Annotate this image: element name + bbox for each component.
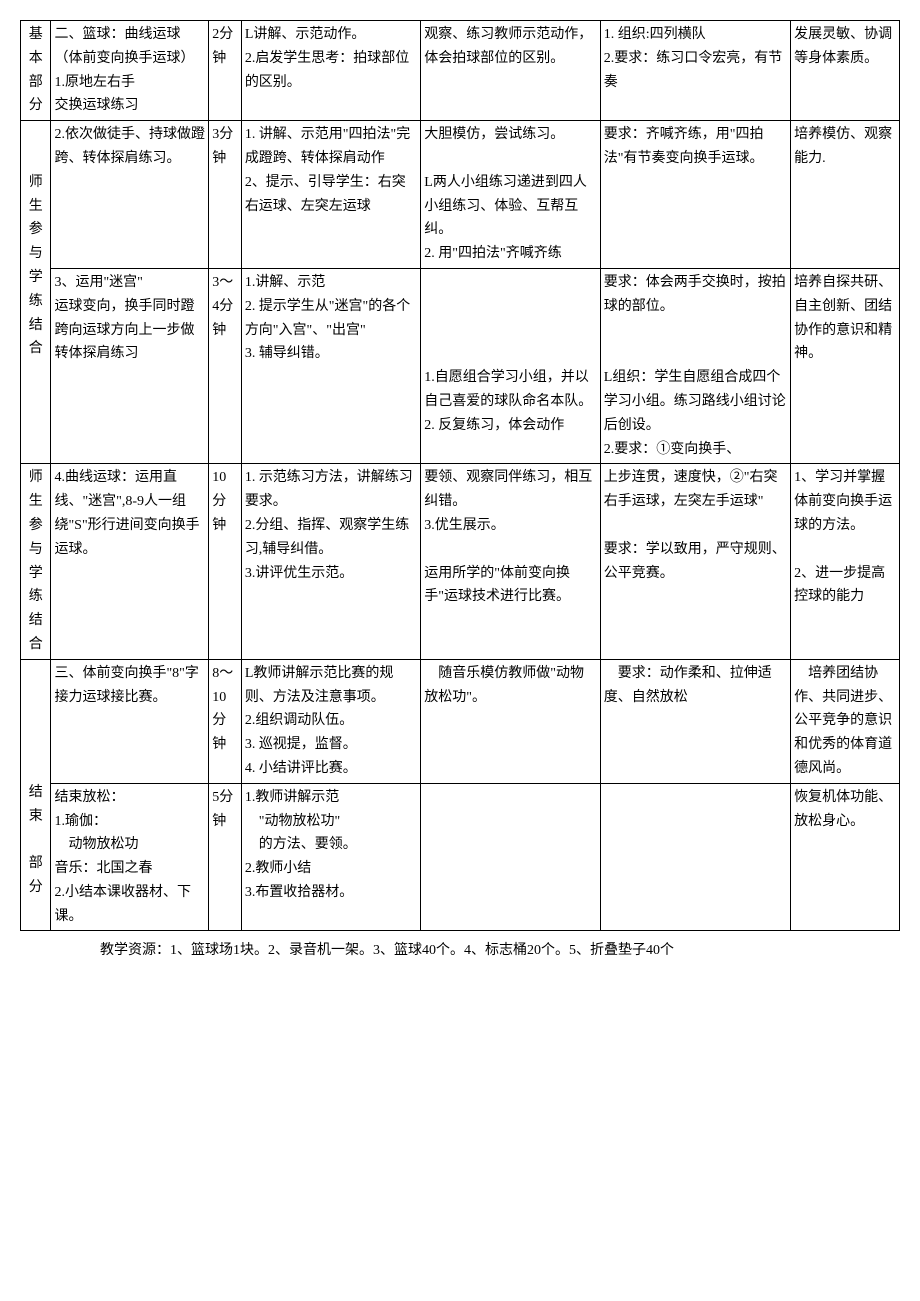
section-label: 师生参与学练结合	[21, 121, 51, 464]
cell-teacher: 1.教师讲解示范 "动物放松功" 的方法、要领。2.教师小结3.布置收拾器材。	[241, 783, 420, 931]
table-row: 师生参与学练结合 4.曲线运球：运用直线、"迷宫",8-9人一组绕"S"形行进间…	[21, 464, 900, 659]
cell-goal: 发展灵敏、协调等身体素质。	[791, 21, 900, 121]
cell-student: 大胆模仿，尝试练习。L两人小组练习递进到四人小组练习、体验、互帮互纠。2. 用"…	[421, 121, 600, 269]
lesson-plan-table: 基本部分 二、篮球：曲线运球（体前变向换手运球）1.原地左右手交换运球练习 2分…	[20, 20, 900, 931]
table-row: 结束放松：1.瑜伽： 动物放松功音乐：北国之春2.小结本课收器材、下课。 5分钟…	[21, 783, 900, 931]
cell-student: 1.自愿组合学习小组，并以自己喜爱的球队命名本队。2. 反复练习，体会动作	[421, 268, 600, 463]
cell-student: 要领、观察同伴练习，相互纠错。3.优生展示。运用所学的"体前变向换手"运球技术进…	[421, 464, 600, 659]
cell-activity: 二、篮球：曲线运球（体前变向换手运球）1.原地左右手交换运球练习	[51, 21, 209, 121]
cell-time: 5分钟	[209, 783, 242, 931]
cell-activity: 3、运用"迷宫"运球变向，换手同时蹬跨向运球方向上一步做转体探肩练习	[51, 268, 209, 463]
cell-teacher: 1.讲解、示范2. 提示学生从"迷宫"的各个方向"入宫"、"出宫"3. 辅导纠错…	[241, 268, 420, 463]
footer-resources: 教学资源：1、篮球场1块。2、录音机一架。3、篮球40个。4、标志桶20个。5、…	[20, 931, 900, 959]
cell-goal: 培养团结协作、共同进步、公平竞争的意识和优秀的体育道德风尚。	[791, 659, 900, 783]
cell-time: 8～10分钟	[209, 659, 242, 783]
section-label: 师生参与学练结合	[21, 464, 51, 659]
cell-org: 上步连贯，速度快，②"右突右手运球，左突左手运球"要求：学以致用，严守规则、公平…	[600, 464, 790, 659]
cell-goal: 培养模仿、观察能力.	[791, 121, 900, 269]
cell-org: 要求：体会两手交换时，按拍球的部位。L组织：学生自愿组合成四个学习小组。练习路线…	[600, 268, 790, 463]
cell-teacher: 1. 讲解、示范用"四拍法"完成蹬跨、转体探肩动作2、提示、引导学生：右突右运球…	[241, 121, 420, 269]
table-row: 结束 部分 三、体前变向换手"8"字接力运球接比赛。 8～10分钟 L教师讲解示…	[21, 659, 900, 783]
cell-org	[600, 783, 790, 931]
cell-time: 2分钟	[209, 21, 242, 121]
cell-student: 随音乐模仿教师做"动物放松功"。	[421, 659, 600, 783]
cell-org: 1. 组织:四列横队2.要求：练习口令宏亮，有节奏	[600, 21, 790, 121]
cell-time: 3～4分钟	[209, 268, 242, 463]
cell-student	[421, 783, 600, 931]
cell-teacher: L讲解、示范动作。2.启发学生思考：拍球部位的区别。	[241, 21, 420, 121]
section-label: 基本部分	[21, 21, 51, 121]
cell-goal: 恢复机体功能、放松身心。	[791, 783, 900, 931]
cell-activity: 结束放松：1.瑜伽： 动物放松功音乐：北国之春2.小结本课收器材、下课。	[51, 783, 209, 931]
cell-time: 3分钟	[209, 121, 242, 269]
cell-activity: 三、体前变向换手"8"字接力运球接比赛。	[51, 659, 209, 783]
cell-org: 要求：齐喊齐练，用"四拍法"有节奏变向换手运球。	[600, 121, 790, 269]
table-row: 基本部分 二、篮球：曲线运球（体前变向换手运球）1.原地左右手交换运球练习 2分…	[21, 21, 900, 121]
cell-teacher: 1. 示范练习方法，讲解练习要求。2.分组、指挥、观察学生练习,辅导纠借。3.讲…	[241, 464, 420, 659]
cell-org: 要求：动作柔和、拉伸适度、自然放松	[600, 659, 790, 783]
table-row: 3、运用"迷宫"运球变向，换手同时蹬跨向运球方向上一步做转体探肩练习 3～4分钟…	[21, 268, 900, 463]
section-label: 结束 部分	[21, 659, 51, 931]
cell-activity: 4.曲线运球：运用直线、"迷宫",8-9人一组绕"S"形行进间变向换手运球。	[51, 464, 209, 659]
cell-activity: 2.依次做徒手、持球做蹬跨、转体探肩练习。	[51, 121, 209, 269]
cell-goal: 1、学习并掌握体前变向换手运球的方法。2、进一步提高控球的能力	[791, 464, 900, 659]
table-row: 师生参与学练结合 2.依次做徒手、持球做蹬跨、转体探肩练习。 3分钟 1. 讲解…	[21, 121, 900, 269]
cell-goal: 培养自探共研、自主创新、团结协作的意识和精神。	[791, 268, 900, 463]
cell-teacher: L教师讲解示范比赛的规则、方法及注意事项。2.组织调动队伍。3. 巡视提，监督。…	[241, 659, 420, 783]
cell-student: 观察、练习教师示范动作，体会拍球部位的区别。	[421, 21, 600, 121]
cell-time: 10分钟	[209, 464, 242, 659]
